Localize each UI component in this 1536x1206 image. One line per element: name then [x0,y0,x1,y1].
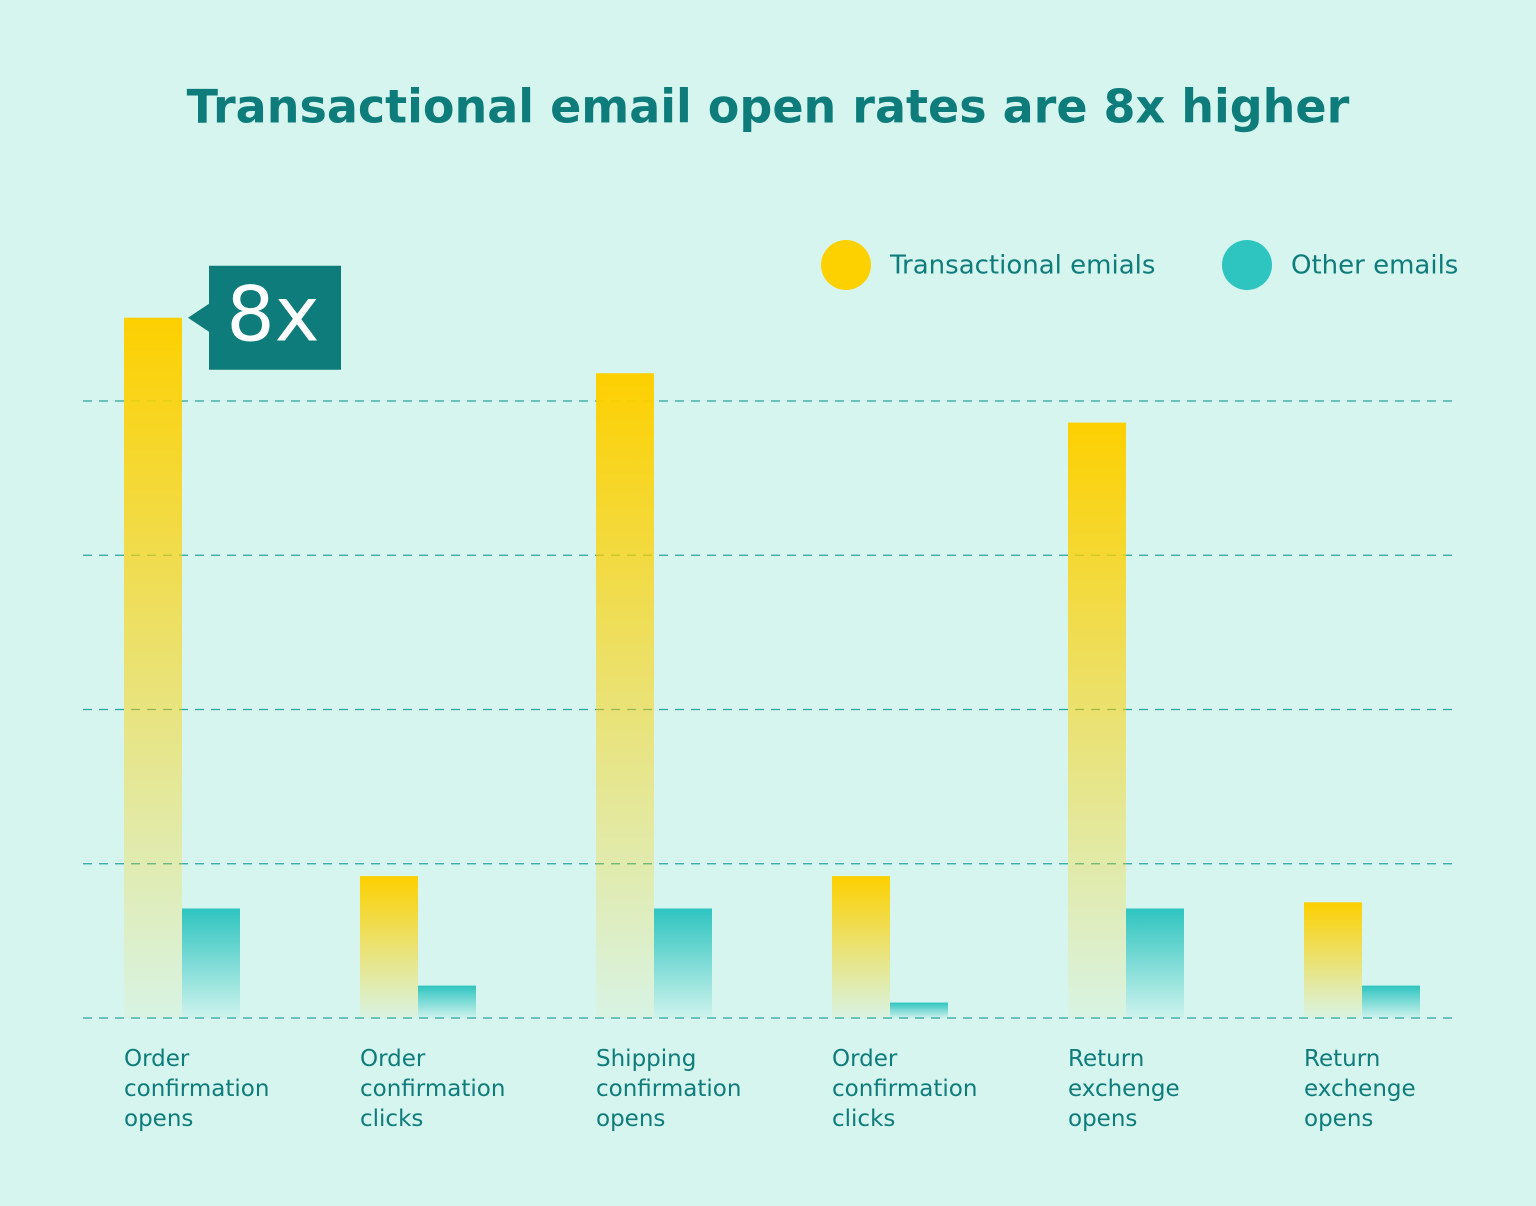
annotation-box [188,265,341,370]
bar [124,317,182,1019]
bar [832,876,890,1018]
legend-label: Other emails [1291,251,1458,281]
x-tick-label: Return exchenge opens [1304,1046,1416,1132]
x-tick-label: Order confirmation clicks [832,1046,978,1132]
x-tick-label: Order confirmation opens [124,1046,270,1132]
x-tick-label: Return exchenge opens [1068,1046,1180,1132]
bar [182,908,240,1018]
legend-swatch [1222,240,1272,290]
bar [1362,985,1420,1018]
annotation: 8x [226,270,319,359]
x-tick-label: Shipping confirmation opens [596,1046,742,1132]
bar [1126,908,1184,1018]
bar [1304,902,1362,1018]
x-tick-label: Order confirmation clicks [360,1046,506,1132]
bar [418,985,476,1018]
bar [360,876,418,1018]
chart-title: Transactional email open rates are 8x hi… [187,80,1350,134]
bar [1068,422,1126,1019]
legend-label: Transactional emials [889,251,1155,281]
bar [654,908,712,1018]
bar [596,373,654,1018]
bar [890,1002,948,1018]
legend-swatch [821,240,871,290]
